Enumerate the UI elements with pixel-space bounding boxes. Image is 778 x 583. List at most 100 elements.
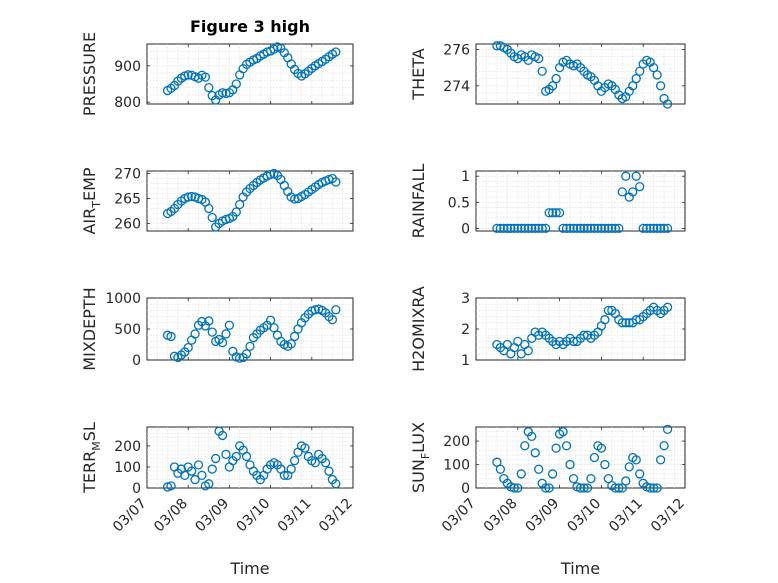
data-point	[320, 458, 331, 468]
data-point	[534, 223, 544, 234]
data-point	[662, 424, 673, 434]
data-point	[530, 223, 540, 234]
data-point	[183, 70, 193, 80]
subplot-4: 0 0.5 1 RAINFALL	[409, 164, 686, 238]
y-tick-label: 276	[443, 42, 470, 58]
y-axis-label: MIXDEPTH	[80, 287, 99, 370]
data-point	[204, 82, 214, 93]
data-point	[289, 331, 300, 342]
y-tick-label: 900	[114, 59, 141, 75]
data-point	[631, 73, 641, 84]
data-point	[547, 208, 558, 218]
data-point	[183, 192, 193, 202]
data-point	[534, 53, 544, 64]
y-axis-label: TERRMSL	[80, 422, 103, 494]
data-point	[495, 464, 506, 474]
data-point	[331, 305, 341, 315]
x-tick-label: 03/10	[564, 496, 604, 536]
data-point	[655, 455, 666, 465]
data-point	[197, 470, 207, 481]
data-point	[551, 208, 561, 218]
data-point	[547, 81, 558, 91]
data-point	[310, 458, 320, 468]
data-point	[649, 223, 659, 234]
data-point	[551, 443, 561, 453]
subplot-3: 260 265 270 AIRTEMP	[80, 167, 354, 235]
data-point	[190, 474, 200, 485]
data-point	[565, 223, 575, 234]
data-point	[241, 451, 252, 462]
data-point	[520, 223, 530, 234]
data-point	[245, 341, 255, 352]
y-tick-label: 500	[114, 322, 141, 338]
data-point	[310, 305, 320, 315]
x-axis-label: Time	[229, 559, 269, 578]
data-point	[502, 223, 513, 234]
data-point	[516, 223, 526, 234]
data-point	[235, 199, 245, 210]
subplot-6: 1 2 3 H2OMIXRA	[409, 286, 686, 372]
y-tick-label: 200	[443, 434, 470, 450]
data-point	[575, 223, 586, 234]
data-point	[655, 223, 666, 234]
x-tick-label: 03/12	[316, 496, 356, 536]
data-point	[186, 191, 197, 202]
data-point	[655, 81, 666, 91]
data-point	[582, 223, 593, 234]
data-point	[541, 223, 551, 234]
data-point	[586, 223, 596, 234]
x-tick-label: 03/07	[439, 496, 479, 536]
data-point	[642, 223, 652, 234]
data-point	[513, 483, 523, 493]
y-axis-label: PRESSURE	[80, 32, 99, 116]
data-point	[523, 346, 533, 356]
subplot-8: 0 100 200 SUNFLUX 03/07 03/08 03/09 03/10 03/11 0…	[409, 422, 688, 578]
y-tick-label: 260	[114, 217, 141, 233]
data-point	[652, 223, 662, 234]
data-point	[217, 430, 228, 441]
subplot-1: 800 900 PRESSURE Figure 3 high	[80, 17, 354, 116]
data-point	[204, 203, 214, 214]
x-tick-label: 03/07	[110, 496, 150, 536]
data-point	[662, 223, 673, 234]
data-point	[492, 41, 502, 51]
data-point	[207, 327, 217, 337]
data-point	[593, 223, 603, 234]
data-point	[265, 315, 276, 325]
data-point	[506, 223, 516, 234]
data-point	[544, 483, 554, 493]
data-point	[289, 456, 300, 466]
data-point	[662, 99, 673, 109]
data-point	[300, 443, 310, 453]
data-point	[558, 427, 568, 437]
data-point	[513, 223, 523, 234]
data-point	[166, 481, 176, 491]
data-point	[568, 223, 579, 234]
data-point	[207, 212, 217, 223]
data-point	[659, 223, 669, 234]
data-point	[561, 441, 572, 451]
data-point	[204, 316, 214, 326]
data-point	[537, 223, 547, 234]
data-point	[183, 342, 193, 353]
subplot-2: 274 276 THETA	[409, 41, 686, 109]
data-point	[589, 452, 600, 463]
data-point	[516, 469, 526, 479]
data-point	[541, 483, 551, 493]
data-point	[200, 72, 211, 82]
data-point	[638, 223, 648, 234]
data-point	[596, 443, 607, 453]
data-point	[652, 70, 662, 80]
data-point	[617, 318, 627, 328]
data-point	[568, 473, 579, 484]
x-tick-label: 03/08	[151, 496, 191, 536]
data-point	[520, 441, 530, 451]
data-point	[190, 329, 200, 339]
data-point	[596, 223, 607, 234]
y-tick-label: 0	[132, 481, 141, 497]
data-point	[589, 223, 600, 234]
data-point	[544, 208, 554, 218]
data-point	[530, 448, 540, 458]
data-point	[600, 315, 610, 325]
